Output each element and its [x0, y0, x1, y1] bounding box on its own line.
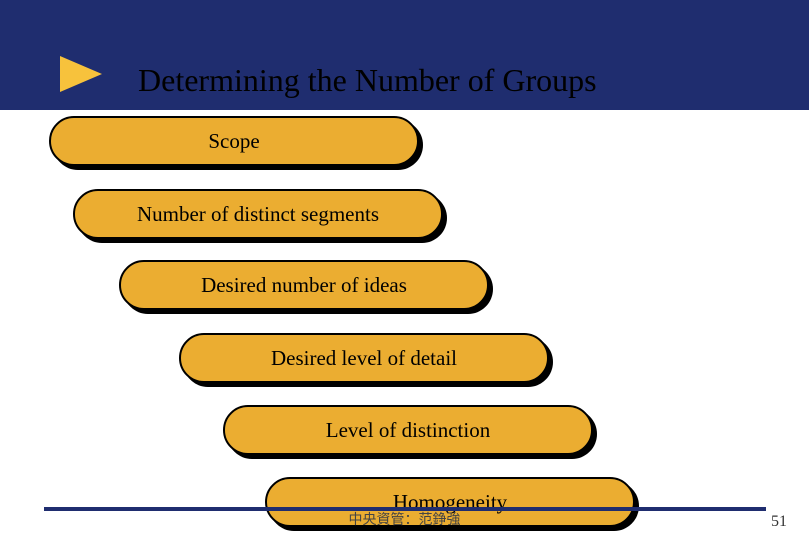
pill-item: Desired level of detail [179, 333, 549, 383]
pill: Number of distinct segments [73, 189, 443, 239]
pill: Scope [49, 116, 419, 166]
pill-label: Scope [208, 129, 259, 154]
pill: Desired number of ideas [119, 260, 489, 310]
slide-title: Determining the Number of Groups [138, 62, 597, 99]
footer-text: 中央資管：范錚強 [0, 509, 809, 529]
page-number: 51 [771, 513, 787, 531]
pill-label: Desired level of detail [271, 346, 457, 371]
pill-item: Desired number of ideas [119, 260, 489, 310]
pill: Level of distinction [223, 405, 593, 455]
arrow-bullet-icon [60, 56, 102, 92]
pill-label: Number of distinct segments [137, 202, 379, 227]
pill: Desired level of detail [179, 333, 549, 383]
pill-item: Number of distinct segments [73, 189, 443, 239]
pill-label: Level of distinction [326, 418, 490, 443]
pill-item: Scope [49, 116, 419, 166]
pill-item: Level of distinction [223, 405, 593, 455]
pill-label: Desired number of ideas [201, 273, 407, 298]
